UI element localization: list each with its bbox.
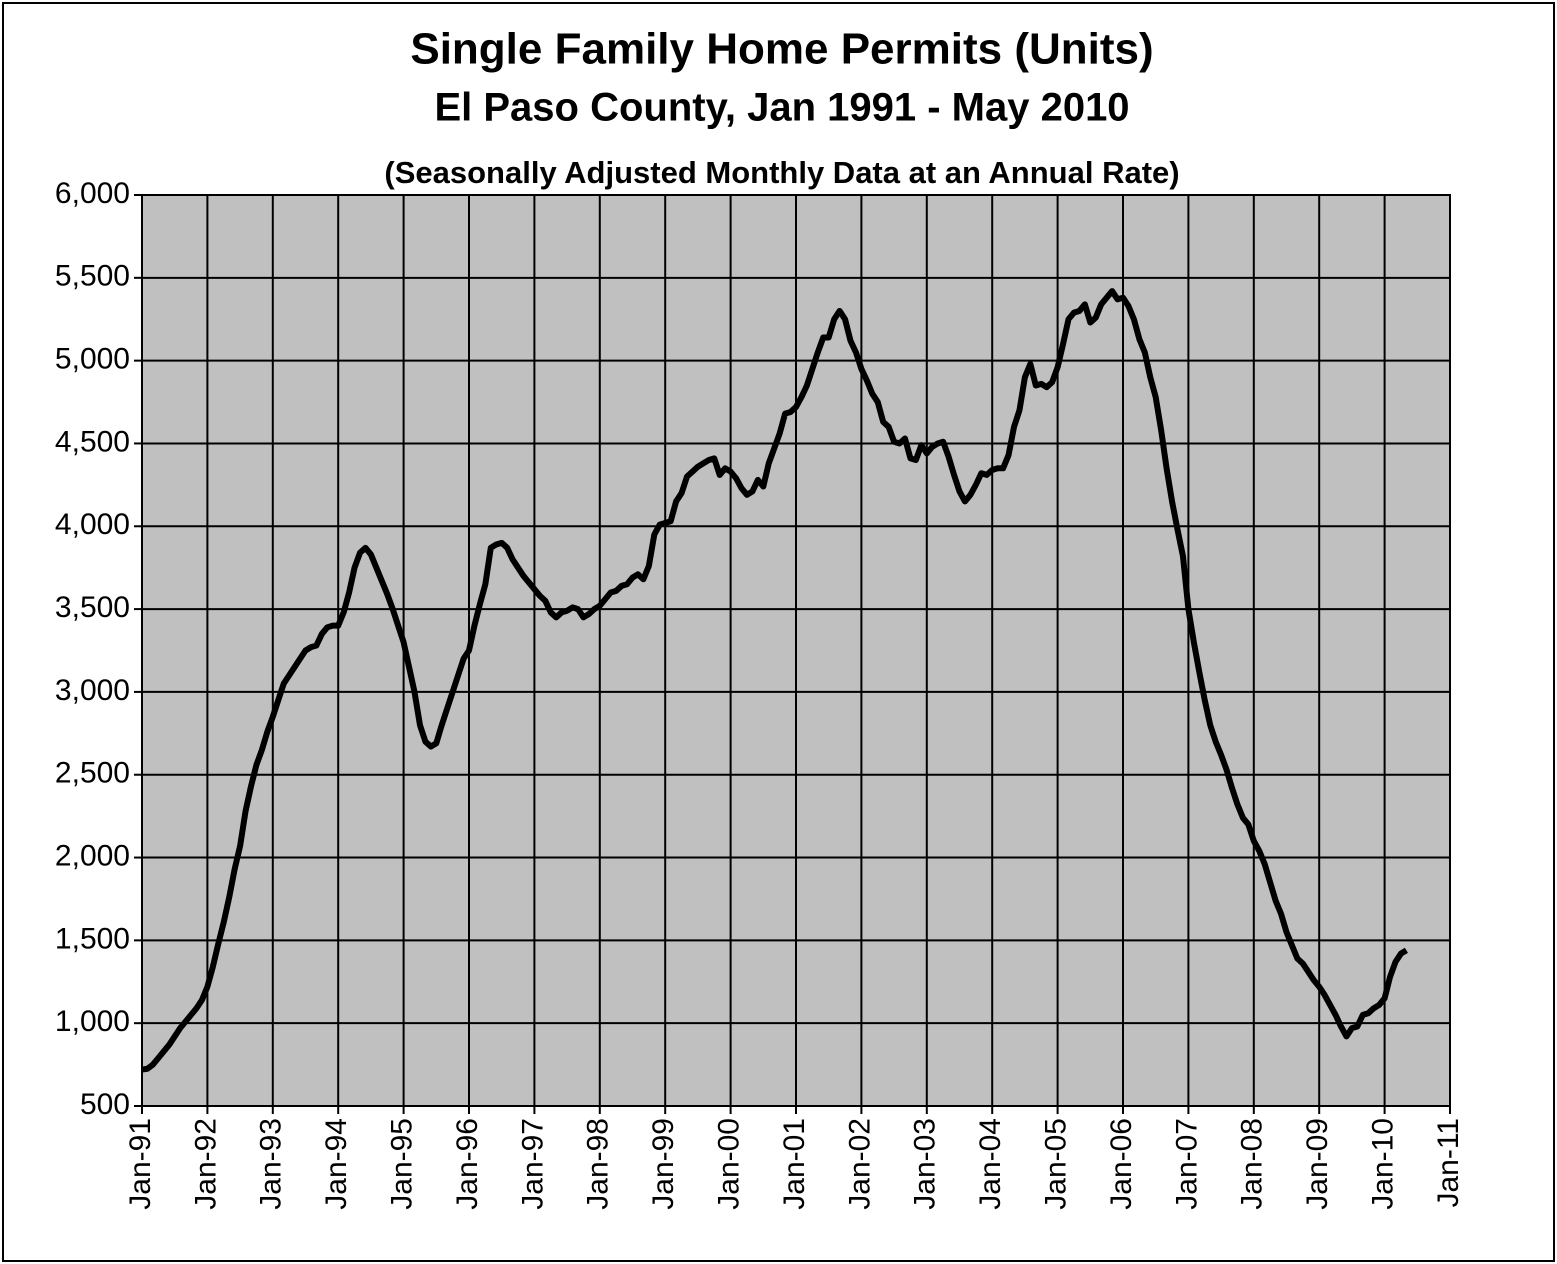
y-tick-label: 2,000: [55, 839, 130, 872]
x-tick-label: Jan-91: [124, 1118, 157, 1210]
x-tick-label: Jan-93: [255, 1118, 288, 1210]
x-tick-label: Jan-04: [974, 1118, 1007, 1210]
x-tick-label: Jan-03: [909, 1118, 942, 1210]
y-tick-label: 2,500: [55, 757, 130, 790]
x-tick-label: Jan-94: [320, 1118, 353, 1210]
x-tick-label: Jan-02: [843, 1118, 876, 1210]
y-tick-label: 6,000: [55, 177, 130, 210]
x-tick-label: Jan-96: [451, 1118, 484, 1210]
x-tick-label: Jan-10: [1367, 1118, 1400, 1210]
x-tick-label: Jan-09: [1301, 1118, 1334, 1210]
chart-title: Single Family Home Permits (Units): [410, 25, 1153, 74]
y-tick-label: 1,000: [55, 1005, 130, 1038]
x-tick-label: Jan-01: [778, 1118, 811, 1210]
x-tick-label: Jan-06: [1105, 1118, 1138, 1210]
plot-border: [141, 194, 1451, 1107]
y-tick-label: 1,500: [55, 922, 130, 955]
data-line: [141, 288, 1408, 1073]
x-tick-label: Jan-08: [1236, 1118, 1269, 1210]
x-tick-label: Jan-11: [1432, 1118, 1465, 1208]
x-tick-label: Jan-00: [713, 1118, 746, 1210]
y-tick-label: 3,500: [55, 591, 130, 624]
x-tick-label: Jan-07: [1170, 1118, 1203, 1210]
x-tick-label: Jan-97: [516, 1118, 549, 1210]
y-tick-label: 5,000: [55, 343, 130, 376]
y-tick-label: 4,000: [55, 508, 130, 541]
y-tick-label: 500: [80, 1088, 130, 1121]
x-tick-label: Jan-92: [189, 1118, 222, 1210]
x-tick-label: Jan-98: [582, 1118, 615, 1210]
y-tick-label: 4,500: [55, 425, 130, 458]
x-tick-label: Jan-05: [1040, 1118, 1073, 1210]
y-tick-label: 5,500: [55, 260, 130, 293]
chart-note: (Seasonally Adjusted Monthly Data at an …: [384, 155, 1179, 190]
x-tick-label: Jan-99: [647, 1118, 680, 1210]
x-tick-label: Jan-95: [386, 1118, 419, 1210]
chart-subtitle: El Paso County, Jan 1991 - May 2010: [434, 86, 1129, 130]
y-tick-label: 3,000: [55, 674, 130, 707]
